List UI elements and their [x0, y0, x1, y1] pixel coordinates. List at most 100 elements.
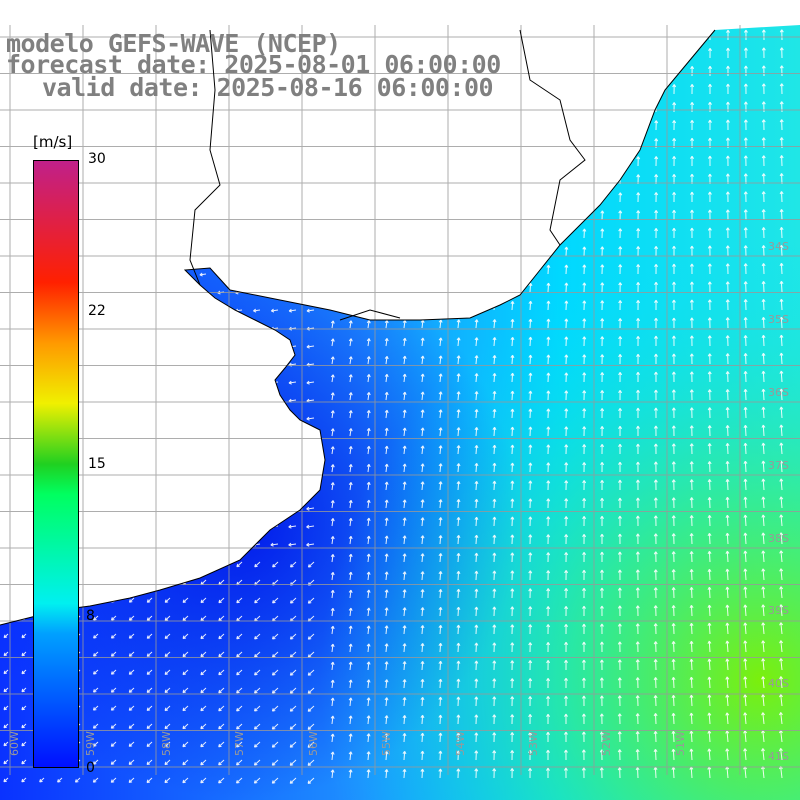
wind-arrow	[564, 300, 569, 311]
wind-arrow	[366, 392, 371, 401]
wind-arrow	[492, 283, 497, 293]
wind-arrow	[330, 338, 335, 347]
wind-arrow	[128, 633, 135, 639]
wind-arrow	[402, 212, 407, 221]
wind-arrow	[366, 356, 371, 365]
wind-arrow	[474, 588, 479, 599]
wind-arrow	[600, 246, 605, 257]
wind-arrow	[330, 697, 335, 707]
wind-arrow	[217, 146, 225, 151]
wind-arrow	[761, 676, 766, 689]
wind-arrow	[671, 533, 676, 545]
wind-arrow	[653, 533, 658, 545]
wind-arrow	[707, 461, 712, 473]
wind-arrow	[271, 687, 279, 694]
wind-arrow	[74, 777, 81, 783]
wind-arrow	[145, 416, 153, 421]
wind-arrow	[306, 236, 315, 241]
wind-arrow	[384, 751, 389, 761]
wind-arrow	[618, 318, 623, 329]
wind-arrow	[199, 434, 207, 439]
wind-arrow	[109, 452, 117, 457]
wind-arrow	[708, 119, 712, 131]
wind-arrow	[200, 687, 207, 694]
wind-arrow	[420, 589, 425, 599]
wind-arrow	[456, 211, 461, 221]
wind-arrow	[528, 390, 533, 401]
wind-arrow	[689, 371, 694, 383]
wind-arrow	[182, 651, 189, 658]
wind-arrow	[564, 426, 569, 437]
wind-arrow	[600, 30, 605, 41]
wind-arrow	[707, 389, 712, 401]
wind-arrow	[618, 66, 623, 77]
wind-arrow	[635, 497, 640, 509]
wind-arrow	[653, 677, 658, 689]
wind-arrow	[199, 524, 207, 529]
wind-arrow	[743, 514, 748, 527]
wind-arrow	[253, 164, 261, 169]
wind-arrow	[271, 146, 279, 151]
wind-arrow	[707, 173, 712, 185]
wind-arrow	[582, 264, 587, 275]
wind-arrow	[145, 542, 153, 547]
wind-arrow	[74, 110, 81, 115]
wind-arrow	[636, 30, 641, 41]
wind-arrow	[779, 568, 784, 581]
wind-arrow	[93, 579, 99, 585]
wind-arrow	[707, 155, 712, 167]
wind-arrow	[600, 426, 605, 437]
wind-arrow	[348, 517, 353, 527]
wind-arrow	[779, 550, 784, 563]
wind-arrow	[271, 705, 279, 712]
wind-arrow	[672, 84, 677, 95]
wind-arrow	[146, 597, 153, 603]
wind-arrow	[366, 499, 371, 509]
wind-arrow	[289, 687, 297, 694]
wind-arrow	[725, 550, 730, 563]
wind-arrow	[420, 427, 425, 437]
wind-arrow	[654, 156, 659, 167]
wind-arrow	[474, 624, 479, 635]
wind-arrow	[779, 370, 784, 383]
wind-arrow	[779, 460, 784, 473]
wind-arrow	[761, 47, 766, 59]
wind-arrow	[654, 353, 658, 365]
wind-arrow	[330, 518, 335, 527]
wind-arrow	[600, 408, 605, 419]
wind-arrow	[438, 32, 443, 41]
wind-arrow	[564, 408, 569, 419]
wind-arrow	[636, 317, 641, 329]
wind-arrow	[708, 83, 713, 95]
wind-arrow	[474, 319, 479, 329]
wind-arrow	[200, 705, 207, 712]
wind-arrow	[438, 481, 443, 491]
wind-arrow	[289, 633, 297, 640]
wind-arrow	[635, 713, 640, 725]
wind-arrow	[307, 633, 315, 640]
wind-arrow	[456, 32, 461, 41]
wind-arrow	[528, 85, 533, 95]
wind-arrow	[707, 730, 712, 743]
wind-arrow	[402, 715, 407, 725]
wind-arrow	[546, 31, 551, 41]
wind-arrow	[91, 488, 99, 493]
wind-arrow	[492, 660, 497, 671]
wind-arrow	[252, 434, 261, 439]
wind-arrow	[92, 705, 99, 711]
wind-arrow	[21, 128, 27, 133]
wind-arrow	[582, 48, 587, 59]
wind-arrow	[438, 247, 443, 257]
wind-arrow	[420, 643, 425, 653]
wind-arrow	[618, 264, 623, 275]
wind-arrow	[618, 30, 623, 41]
wind-arrow	[348, 104, 353, 113]
wind-arrow	[216, 524, 225, 529]
wind-arrow	[708, 47, 713, 59]
wind-arrow	[2, 524, 9, 529]
wind-arrow	[600, 228, 605, 239]
wind-arrow	[510, 193, 515, 203]
wind-arrow	[582, 30, 587, 41]
wind-arrow	[21, 200, 27, 205]
wind-arrow	[672, 66, 677, 77]
